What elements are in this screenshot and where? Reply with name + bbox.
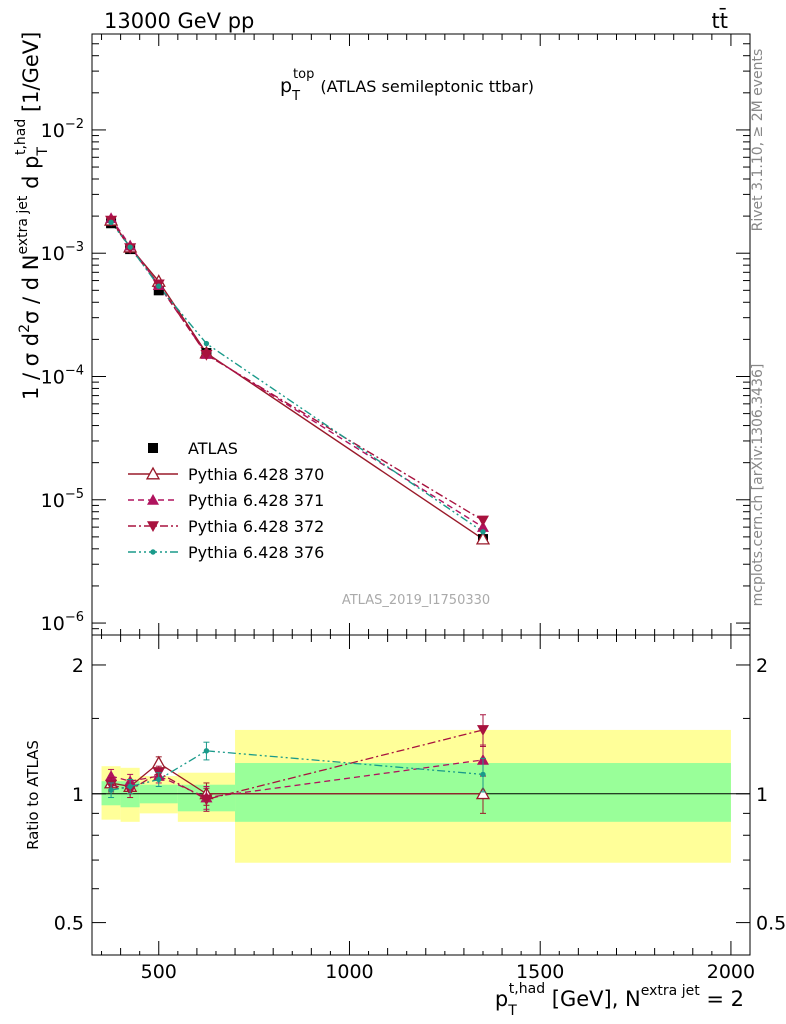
x-tick-label: 1000	[325, 961, 373, 983]
main-y-tick-label: 10−5	[41, 487, 84, 512]
legend-label: Pythia 6.428 370	[188, 465, 324, 484]
ratio-y-tick-label-right: 1	[756, 784, 768, 806]
mcplots-label: mcplots.cern.ch [arXiv:1306.3436]	[750, 364, 766, 607]
ratio-marker	[200, 794, 213, 806]
legend: ATLAS Pythia 6.428 370 Pythia 6.428 371 Pyt…	[128, 439, 324, 562]
series-marker	[108, 219, 114, 226]
legend-label: Pythia 6.428 371	[188, 491, 324, 510]
legend-marker	[147, 494, 159, 505]
ratio-marker	[480, 771, 486, 778]
series-marker	[476, 515, 489, 527]
series-marker	[156, 283, 162, 289]
legend-marker	[150, 549, 156, 555]
ratio-marker	[108, 787, 114, 793]
ratio-frame	[91, 634, 751, 956]
main-title: pTtop(ATLAS semileptonic ttbar)	[280, 67, 534, 104]
process-label: tt̄	[712, 8, 728, 33]
ratio-y-tick-label-right: 0.5	[756, 913, 786, 935]
x-tick-label: 2000	[707, 961, 755, 983]
series-line	[110, 220, 484, 522]
atlas-data-point	[153, 285, 164, 296]
ratio-marker	[127, 783, 133, 790]
main-plot-data	[103, 212, 491, 545]
ratio-marker	[475, 786, 491, 800]
series-marker	[476, 521, 489, 532]
ratio-y-tick-label-right: 2	[756, 655, 768, 677]
series-marker	[480, 529, 486, 535]
analysis-watermark: ATLAS_2019_I1750330	[342, 593, 490, 608]
ratio-marker	[203, 748, 210, 754]
ratio-marker	[156, 776, 162, 783]
ratio-y-tick-label: 2	[72, 655, 84, 677]
legend-marker	[148, 443, 158, 453]
main-y-tick-label: 10−2	[41, 117, 84, 142]
legend-marker	[147, 521, 159, 532]
main-axis-ticks: 10−6 10−5 10−4 10−3 10−2	[41, 33, 750, 636]
x-axis-label: pTt,had [GeV], Nextra jet = 2	[495, 981, 744, 1019]
ratio-y-tick-label: 1	[72, 784, 84, 806]
ratio-series-line	[110, 759, 484, 799]
x-tick-label: 1500	[516, 961, 564, 983]
main-y-tick-label: 10−6	[41, 610, 84, 635]
ratio-marker	[476, 725, 489, 736]
main-y-axis-label: 1 / σ d2σ / d Nextra jet d pTt,had [1/Ge…	[13, 32, 51, 400]
legend-marker	[145, 466, 161, 480]
legend-label: Pythia 6.428 376	[188, 543, 324, 562]
ratio-y-tick-label: 0.5	[54, 913, 84, 935]
rivet-label: Rivet 3.1.10, ≥ 2M events	[750, 49, 766, 232]
energy-label: 13000 GeV pp	[104, 9, 254, 33]
x-tick-label: 500	[141, 961, 177, 983]
series-marker	[203, 340, 210, 347]
main-y-tick-label: 10−4	[41, 363, 84, 388]
series-marker	[127, 244, 133, 250]
main-y-tick-label: 10−3	[41, 240, 84, 265]
legend-label: Pythia 6.428 372	[188, 517, 324, 536]
ratio-axis-ticks: 0.5 1 2 0.5 1 2 500 1000 1500 2000	[54, 635, 786, 983]
series-marker	[475, 531, 491, 545]
ratio-uncertainty-bands	[92, 729, 750, 863]
ratio-plot-data	[103, 714, 491, 814]
series-line	[110, 221, 484, 533]
ratio-y-axis-label: Ratio to ATLAS	[24, 740, 42, 850]
series-marker	[200, 349, 213, 361]
legend-label: ATLAS	[188, 439, 238, 458]
